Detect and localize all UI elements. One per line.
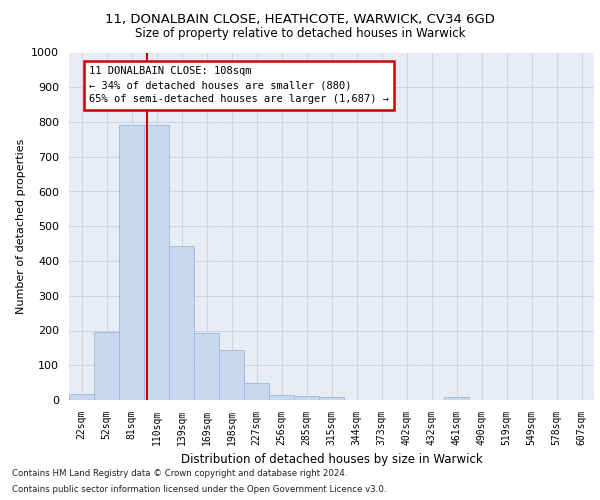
Text: Contains public sector information licensed under the Open Government Licence v3: Contains public sector information licen…	[12, 485, 386, 494]
Bar	[444, 397, 469, 400]
Text: 11, DONALBAIN CLOSE, HEATHCOTE, WARWICK, CV34 6GD: 11, DONALBAIN CLOSE, HEATHCOTE, WARWICK,…	[105, 12, 495, 26]
Bar	[144, 126, 169, 400]
Bar	[194, 333, 219, 400]
Bar	[119, 126, 144, 400]
Bar	[319, 397, 344, 400]
Bar	[244, 384, 269, 400]
Bar	[169, 246, 194, 400]
Bar	[269, 395, 294, 400]
Y-axis label: Number of detached properties: Number of detached properties	[16, 138, 26, 314]
X-axis label: Distribution of detached houses by size in Warwick: Distribution of detached houses by size …	[181, 454, 482, 466]
Text: 11 DONALBAIN CLOSE: 108sqm
← 34% of detached houses are smaller (880)
65% of sem: 11 DONALBAIN CLOSE: 108sqm ← 34% of deta…	[89, 66, 389, 104]
Bar	[94, 332, 119, 400]
Bar	[219, 350, 244, 400]
Bar	[69, 394, 94, 400]
Bar	[294, 396, 319, 400]
Text: Contains HM Land Registry data © Crown copyright and database right 2024.: Contains HM Land Registry data © Crown c…	[12, 468, 347, 477]
Text: Size of property relative to detached houses in Warwick: Size of property relative to detached ho…	[135, 28, 465, 40]
